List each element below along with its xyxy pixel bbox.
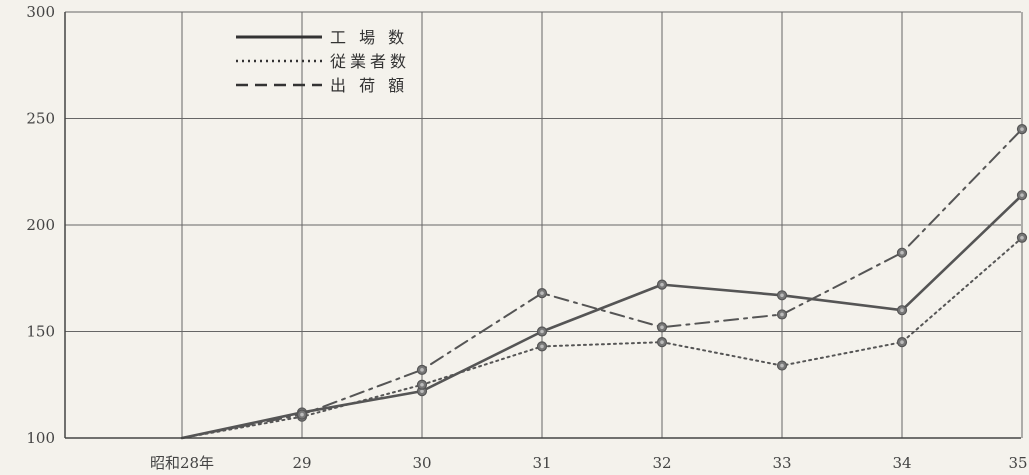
x-tick-label: 昭和28年 xyxy=(150,454,214,472)
data-point-highlight xyxy=(660,340,664,344)
x-tick-label: 32 xyxy=(652,454,671,472)
x-tick-label: 35 xyxy=(1008,454,1027,472)
data-point-highlight xyxy=(780,363,784,368)
y-tick-label: 300 xyxy=(26,3,55,21)
grid xyxy=(65,11,1023,439)
axes: 100 150 200 250 300 昭和28年 29 30 31 32 33 34 35 xyxy=(26,3,1027,472)
data-point-highlight xyxy=(300,412,304,417)
data-point-highlight xyxy=(900,308,904,313)
legend-label: 工 場 数 xyxy=(330,28,408,47)
y-tick-label: 200 xyxy=(26,216,55,234)
data-point-highlight xyxy=(420,382,424,387)
data-point-highlight xyxy=(540,344,544,349)
series-line-2 xyxy=(181,128,1023,439)
data-point-highlight xyxy=(900,250,904,255)
x-tick-label: 34 xyxy=(892,454,911,472)
x-tick-label: 30 xyxy=(412,454,431,472)
series-lines xyxy=(180,128,1024,440)
data-point-highlight xyxy=(780,293,784,298)
legend-label: 出 荷 額 xyxy=(330,76,408,95)
x-tick-label: 29 xyxy=(292,454,311,472)
data-points xyxy=(296,124,1028,422)
x-tick-label: 33 xyxy=(772,454,791,472)
data-point-highlight xyxy=(660,282,664,287)
y-tick-label: 150 xyxy=(26,323,55,341)
data-point-highlight xyxy=(900,340,904,344)
y-tick-label: 250 xyxy=(26,110,55,128)
data-point-highlight xyxy=(780,312,784,317)
data-point-highlight xyxy=(1020,127,1024,131)
series-line-0 xyxy=(180,193,1024,440)
data-point-highlight xyxy=(660,325,664,330)
legend-label: 従業者数 xyxy=(330,52,410,71)
data-point-highlight xyxy=(420,368,424,372)
data-point-highlight xyxy=(1020,235,1024,240)
series-line-1 xyxy=(181,236,1023,439)
x-tick-label: 31 xyxy=(532,454,551,472)
data-point-highlight xyxy=(540,329,544,334)
y-tick-label: 100 xyxy=(26,429,55,447)
data-point-highlight xyxy=(540,291,544,295)
data-point-highlight xyxy=(1020,193,1024,197)
data-point-highlight xyxy=(420,389,424,393)
